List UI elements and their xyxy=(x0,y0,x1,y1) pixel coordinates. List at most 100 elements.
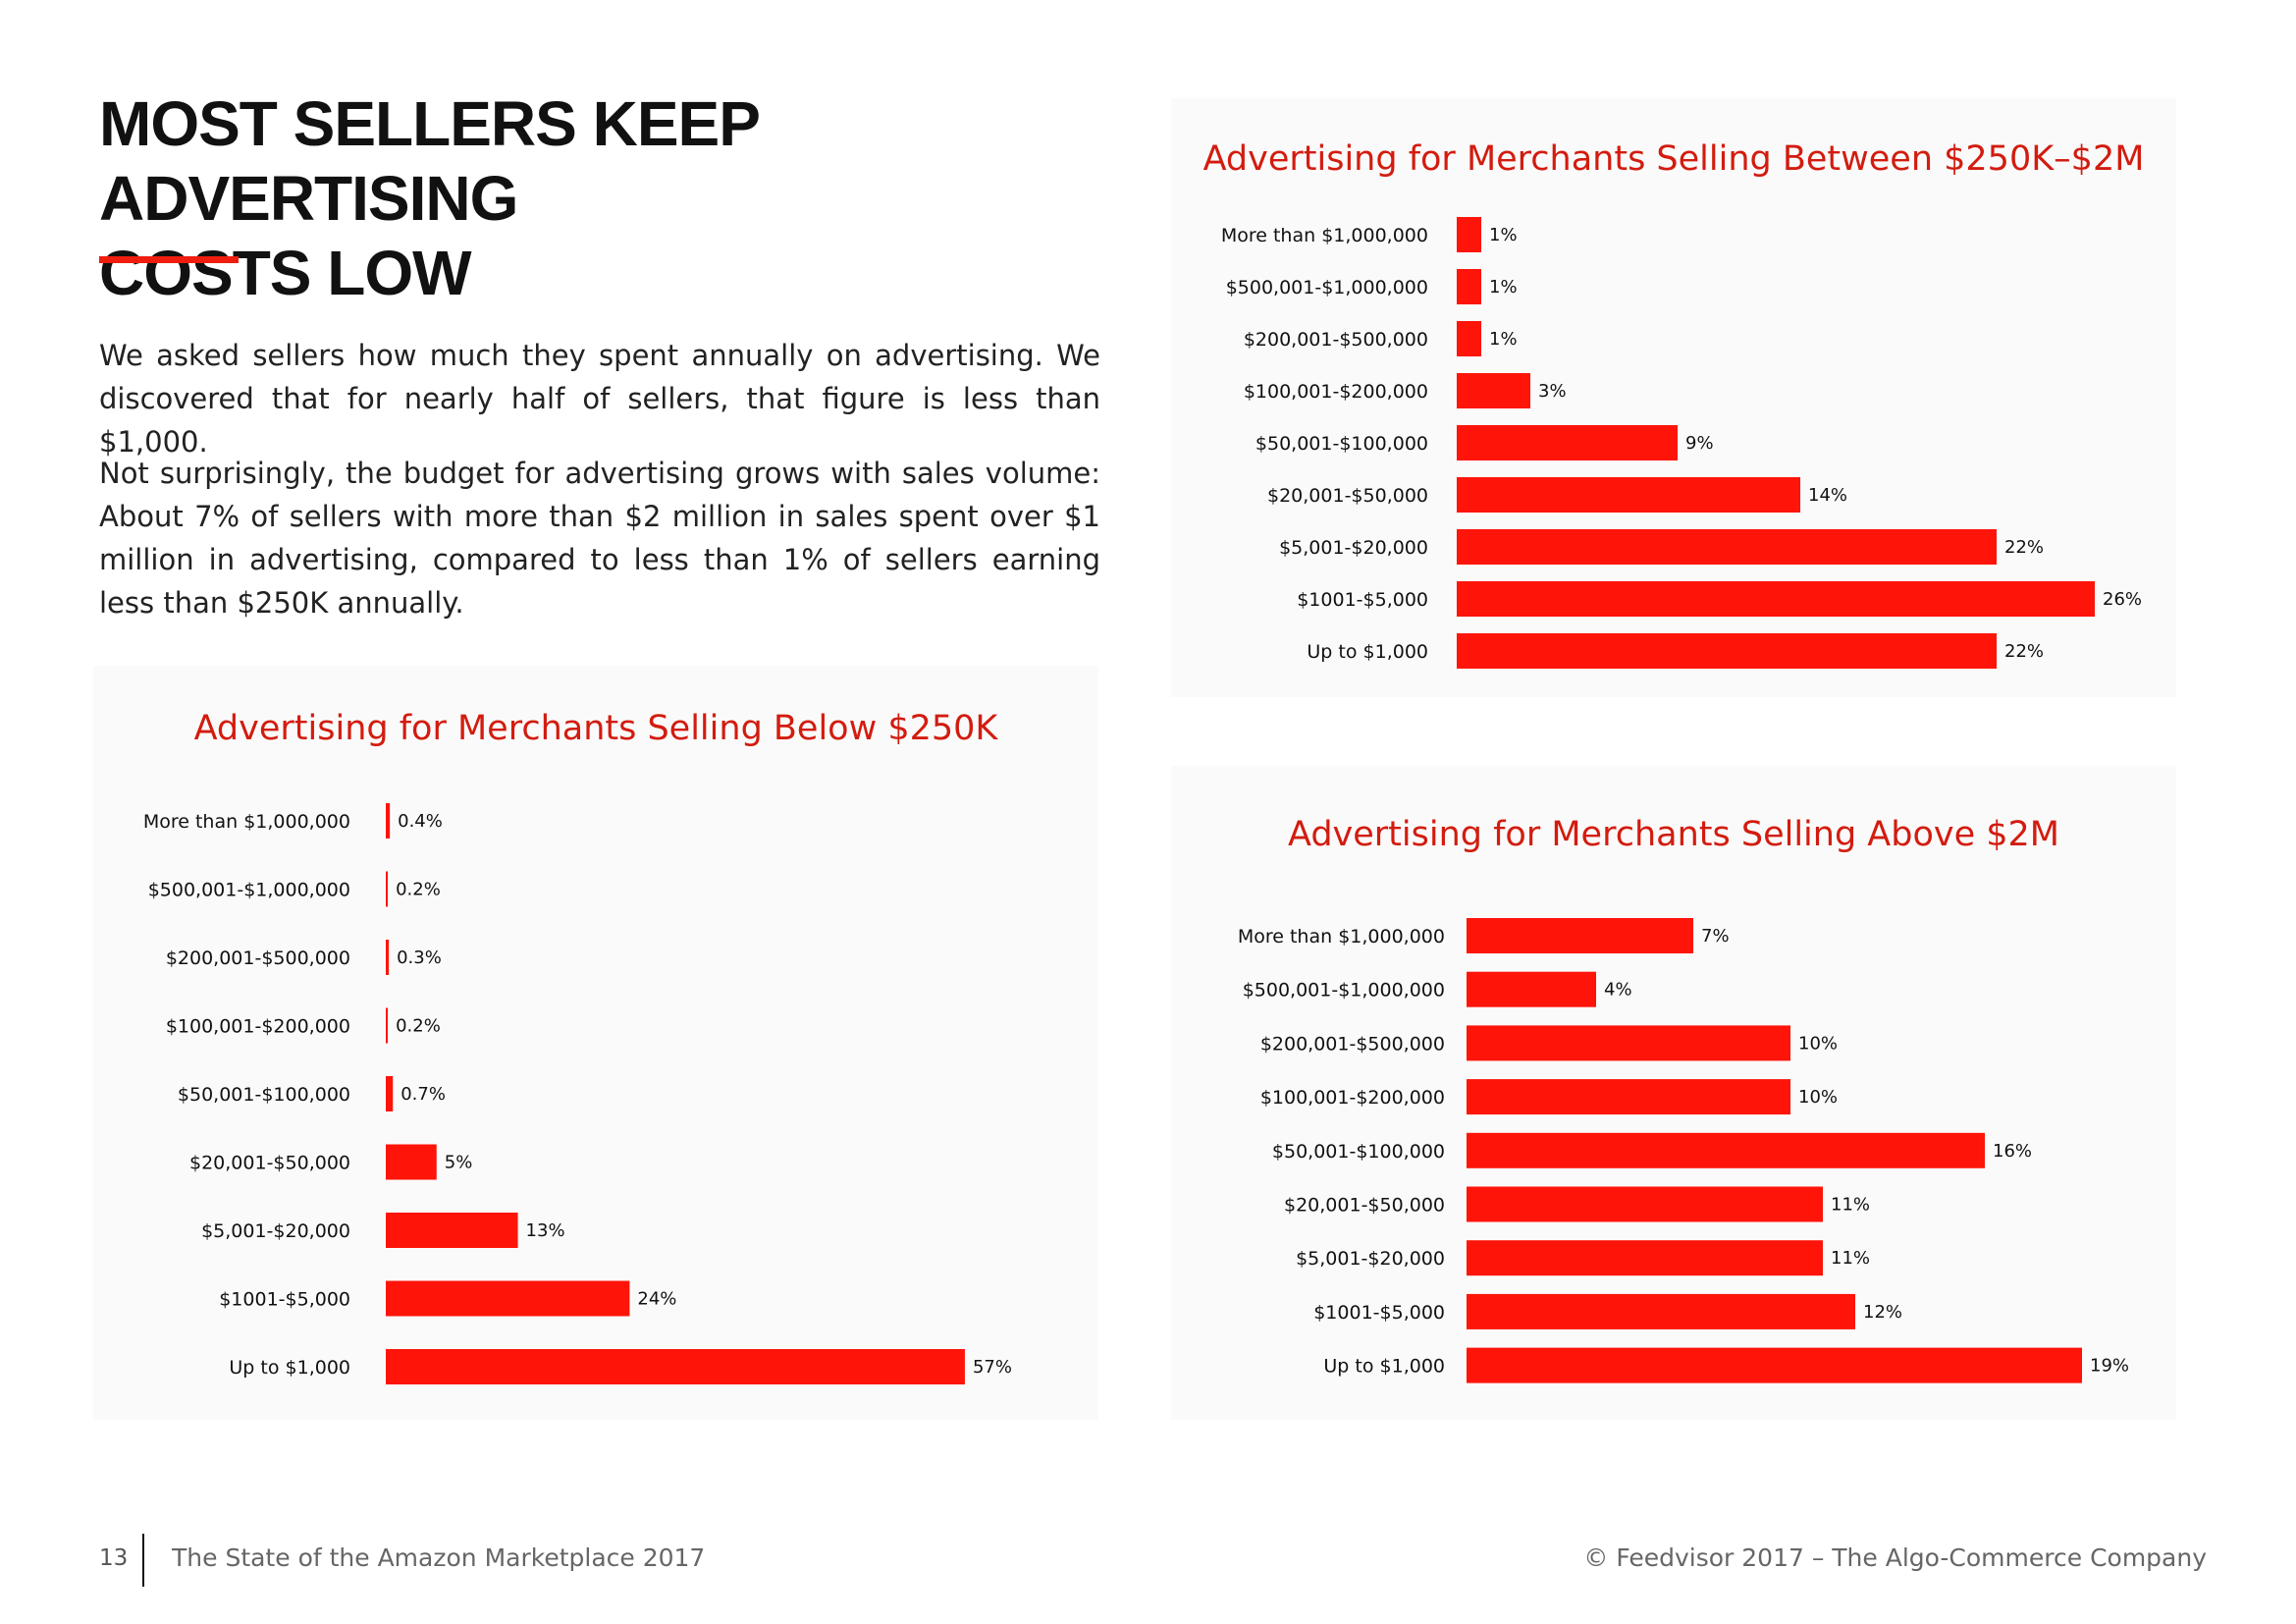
category-label: $200,001-$500,000 xyxy=(1260,1033,1445,1055)
data-label: 11% xyxy=(1831,1248,1870,1269)
category-label: $500,001-$1,000,000 xyxy=(1243,980,1445,1001)
category-label: $50,001-$100,000 xyxy=(1272,1141,1445,1163)
data-label: 16% xyxy=(1993,1141,2032,1162)
category-label: $100,001-$200,000 xyxy=(1244,381,1428,403)
bar-chart-250k-2m: More than $1,000,000 1% $500,001-$1,000,00… xyxy=(1221,217,2142,669)
bar xyxy=(386,1007,389,1044)
footer-divider xyxy=(142,1534,144,1587)
bar xyxy=(386,803,391,839)
bar xyxy=(1467,1132,1985,1168)
category-label: $1001-$5,000 xyxy=(1313,1302,1445,1324)
category-label: Up to $1,000 xyxy=(1323,1356,1445,1378)
data-label: 1% xyxy=(1489,329,1518,350)
chart-title-below-250k: Advertising for Merchants Selling Below … xyxy=(193,709,998,748)
page-number: 13 xyxy=(99,1545,129,1571)
category-label: $500,001-$1,000,000 xyxy=(148,880,350,901)
category-label: Up to $1,000 xyxy=(229,1357,350,1379)
bar xyxy=(1457,217,1481,252)
data-label: 22% xyxy=(2004,537,2044,558)
bar xyxy=(1467,1240,1823,1276)
chart-title-250k-2m: Advertising for Merchants Selling Betwee… xyxy=(1202,139,2145,179)
category-label: $200,001-$500,000 xyxy=(1244,329,1428,351)
category-label: More than $1,000,000 xyxy=(1238,926,1445,947)
bar xyxy=(1457,321,1481,356)
chart-panel-below-250k: Advertising for Merchants Selling Below … xyxy=(93,666,1098,1420)
bar-chart-above-2m: More than $1,000,000 7% $500,001-$1,000,00… xyxy=(1238,918,2129,1383)
bar xyxy=(1457,269,1481,304)
bar xyxy=(386,1076,394,1111)
bar xyxy=(386,1144,437,1180)
footer-copyright: © Feedvisor 2017 – The Algo-Commerce Com… xyxy=(1583,1543,2207,1572)
data-label: 12% xyxy=(1863,1302,1902,1323)
bar xyxy=(1457,633,1997,669)
data-label: 19% xyxy=(2090,1356,2129,1377)
bar xyxy=(1457,425,1678,460)
category-label: $100,001-$200,000 xyxy=(166,1016,350,1038)
data-label: 10% xyxy=(1798,1033,1838,1054)
data-label: 0.2% xyxy=(396,1016,441,1037)
category-label: $50,001-$100,000 xyxy=(178,1084,350,1106)
data-label: 1% xyxy=(1489,277,1518,298)
category-label: $200,001-$500,000 xyxy=(166,947,350,969)
bar-chart-below-250k: More than $1,000,000 0.4% $500,001-$1,000,… xyxy=(143,803,1012,1384)
data-label: 4% xyxy=(1604,980,1632,1001)
bar xyxy=(1467,1079,1790,1115)
page-heading: MOST SELLERS KEEP ADVERTISING COSTS LOW xyxy=(99,86,1130,310)
bar xyxy=(1457,373,1530,408)
page-heading-line-1: MOST SELLERS KEEP ADVERTISING xyxy=(99,88,760,234)
chart-panel-above-2m: Advertising for Merchants Selling Above … xyxy=(1171,766,2176,1420)
data-label: 5% xyxy=(445,1153,473,1173)
data-label: 10% xyxy=(1798,1087,1838,1108)
data-label: 3% xyxy=(1538,381,1567,402)
data-label: 0.4% xyxy=(398,811,443,832)
bar xyxy=(1457,529,1997,565)
bar xyxy=(1467,1347,2082,1383)
data-label: 13% xyxy=(526,1220,565,1241)
data-label: 24% xyxy=(637,1289,676,1310)
chart-title-above-2m: Advertising for Merchants Selling Above … xyxy=(1288,815,2059,854)
category-label: $5,001-$20,000 xyxy=(1296,1248,1445,1270)
category-label: $5,001-$20,000 xyxy=(201,1220,350,1242)
data-label: 22% xyxy=(2004,641,2044,662)
data-label: 57% xyxy=(973,1357,1012,1378)
category-label: $20,001-$50,000 xyxy=(1284,1195,1445,1217)
category-label: More than $1,000,000 xyxy=(1221,225,1428,246)
category-label: $50,001-$100,000 xyxy=(1255,433,1428,455)
bar xyxy=(1457,477,1800,513)
data-label: 11% xyxy=(1831,1195,1870,1216)
bar xyxy=(386,1280,630,1317)
footer-document-title: The State of the Amazon Marketplace 2017 xyxy=(172,1543,706,1572)
bar xyxy=(1467,1293,1855,1329)
category-label: $100,001-$200,000 xyxy=(1260,1087,1445,1109)
bar xyxy=(1467,918,1693,953)
data-label: 0.7% xyxy=(400,1084,446,1105)
category-label: $1001-$5,000 xyxy=(1297,589,1428,611)
category-label: More than $1,000,000 xyxy=(143,811,350,833)
category-label: $5,001-$20,000 xyxy=(1279,537,1428,559)
page-heading-line-2: COSTS LOW xyxy=(99,238,472,308)
bar xyxy=(386,1213,518,1248)
data-label: 7% xyxy=(1701,926,1730,947)
chart-panel-250k-2m: Advertising for Merchants Selling Betwee… xyxy=(1171,98,2176,697)
bar xyxy=(386,1349,965,1384)
bar xyxy=(1467,1186,1823,1222)
data-label: 9% xyxy=(1685,433,1714,454)
data-label: 0.2% xyxy=(396,880,441,900)
data-label: 26% xyxy=(2103,589,2142,610)
bar xyxy=(1467,1025,1790,1061)
bar xyxy=(386,940,390,975)
data-label: 0.3% xyxy=(397,947,442,968)
bar xyxy=(386,871,389,907)
data-label: 14% xyxy=(1808,485,1847,506)
findings-paragraph: Not surprisingly, the budget for adverti… xyxy=(99,457,1100,620)
category-label: $20,001-$50,000 xyxy=(1267,485,1428,507)
category-label: $20,001-$50,000 xyxy=(189,1153,350,1174)
bar xyxy=(1457,581,2095,617)
bar xyxy=(1467,971,1596,1007)
data-label: 1% xyxy=(1489,225,1518,245)
category-label: $500,001-$1,000,000 xyxy=(1226,277,1428,298)
intro-paragraph: We asked sellers how much they spent ann… xyxy=(99,339,1100,459)
heading-accent-rule xyxy=(99,256,239,263)
category-label: Up to $1,000 xyxy=(1307,641,1428,663)
category-label: $1001-$5,000 xyxy=(219,1289,350,1311)
